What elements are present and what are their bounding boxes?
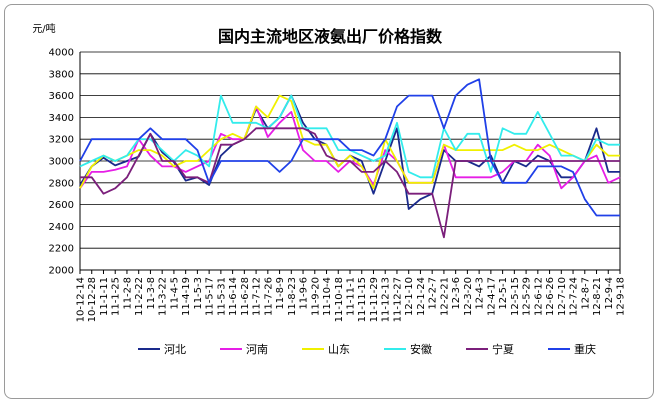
y-tick-label: 2600 <box>49 200 74 211</box>
x-tick-label: 11-1-11 <box>99 277 110 316</box>
series-line-山东 <box>79 94 620 190</box>
y-tick-label: 4000 <box>49 48 74 59</box>
x-tick-label: 12-1-10 <box>404 277 415 316</box>
y-tick-label: 3600 <box>49 91 74 102</box>
series-line-宁夏 <box>80 127 620 239</box>
x-tick-label: 12-4-17 <box>486 277 497 316</box>
y-tick-label: 3400 <box>49 113 74 124</box>
x-tick-label: 11-5-31 <box>216 277 227 316</box>
x-tick-labels: 10-12-14 10-12-28 11-1-11 11-1-25 11-2-8 11-2… <box>76 277 627 322</box>
x-tick-label: 11-2-8 <box>122 277 133 310</box>
y-axis-unit-label: 元/吨 <box>32 22 55 35</box>
x-tick-label: 12-6-26 <box>545 277 556 316</box>
x-tick-label: 10-12-28 <box>87 277 98 322</box>
x-tick-label: 11-11-29 <box>369 277 380 322</box>
x-tick-label: 12-5-1 <box>498 277 509 310</box>
y-tick-label: 2200 <box>49 244 74 255</box>
legend-label: 河南 <box>246 343 268 356</box>
x-tick-label: 11-6-28 <box>240 277 251 316</box>
x-tick-label: 12-9-4 <box>604 277 615 310</box>
x-tick-label: 11-3-8 <box>146 277 157 310</box>
y-tick-labels: 2000 2200 2400 2600 2800 3000 3200 3400 3600 3800… <box>49 48 74 277</box>
x-tick-label: 12-6-12 <box>533 277 544 316</box>
legend-label: 宁夏 <box>492 342 514 356</box>
x-tick-label: 11-9-20 <box>310 277 321 316</box>
x-tick-label: 11-9-6 <box>299 277 310 310</box>
x-tick-label: 12-3-6 <box>451 277 462 310</box>
x-tick-label: 12-9-18 <box>616 277 627 316</box>
x-tick-label: 11-5-17 <box>205 277 216 316</box>
x-tick-label: 11-12-27 <box>392 277 403 322</box>
x-tick-label: 11-1-25 <box>111 277 122 316</box>
x-tick-label: 11-2-22 <box>134 277 145 316</box>
x-tick-label: 11-11-15 <box>357 277 368 322</box>
chart-title: 国内主流地区液氨出厂价格指数 <box>218 27 443 46</box>
x-tick-label: 12-2-21 <box>439 277 450 316</box>
x-tick-label: 11-11-1 <box>346 277 357 316</box>
y-tick-label: 2000 <box>49 266 74 277</box>
x-tick-label: 11-8-9 <box>275 277 286 310</box>
legend-label: 河北 <box>164 343 186 356</box>
y-tick-label: 3200 <box>49 135 74 146</box>
x-tick-label: 11-4-19 <box>181 277 192 316</box>
y-tick-label: 3000 <box>49 157 74 168</box>
x-tick-label: 12-4-3 <box>475 277 486 310</box>
x-tick-label: 12-5-29 <box>522 277 533 316</box>
x-tick-label: 11-7-26 <box>263 277 274 316</box>
x-tick-label: 11-4-5 <box>169 277 180 310</box>
y-tick-label: 2800 <box>49 178 74 189</box>
x-tick-label: 12-5-15 <box>510 277 521 316</box>
chart-frame <box>4 4 654 399</box>
series-line-河南 <box>79 105 621 190</box>
x-tick-label: 12-8-7 <box>580 277 591 310</box>
legend-label: 重庆 <box>574 342 596 356</box>
legend-label: 山东 <box>328 343 350 356</box>
legend-label: 安徽 <box>410 342 432 356</box>
legend: 河北 河南 山东 安徽 宁夏 重庆 <box>138 342 596 356</box>
x-tick-label: 11-6-14 <box>228 277 239 316</box>
x-tick-label: 12-7-24 <box>569 277 580 316</box>
x-tick-label: 12-1-24 <box>416 277 427 316</box>
x-tick-label: 12-2-7 <box>428 277 439 310</box>
x-tick-label: 11-10-4 <box>322 277 333 316</box>
series-line-重庆 <box>79 78 620 217</box>
x-tick-label: 11-10-18 <box>334 277 345 322</box>
x-tick-label: 11-8-23 <box>287 277 298 316</box>
x-tick-label: 11-5-3 <box>193 277 204 310</box>
x-tick-label: 11-3-22 <box>158 277 169 316</box>
y-tick-label: 3800 <box>49 69 74 80</box>
axes <box>79 52 621 274</box>
x-tick-label: 11-7-12 <box>252 277 263 316</box>
y-tick-label: 2400 <box>49 222 74 233</box>
x-tick-label: 12-8-21 <box>592 277 603 316</box>
x-tick-label: 12-7-10 <box>557 277 568 316</box>
x-tick-label: 11-12-13 <box>381 277 392 322</box>
series-lines <box>79 78 621 239</box>
x-tick-label: 10-12-14 <box>76 277 87 322</box>
x-tick-label: 12-3-20 <box>463 277 474 316</box>
